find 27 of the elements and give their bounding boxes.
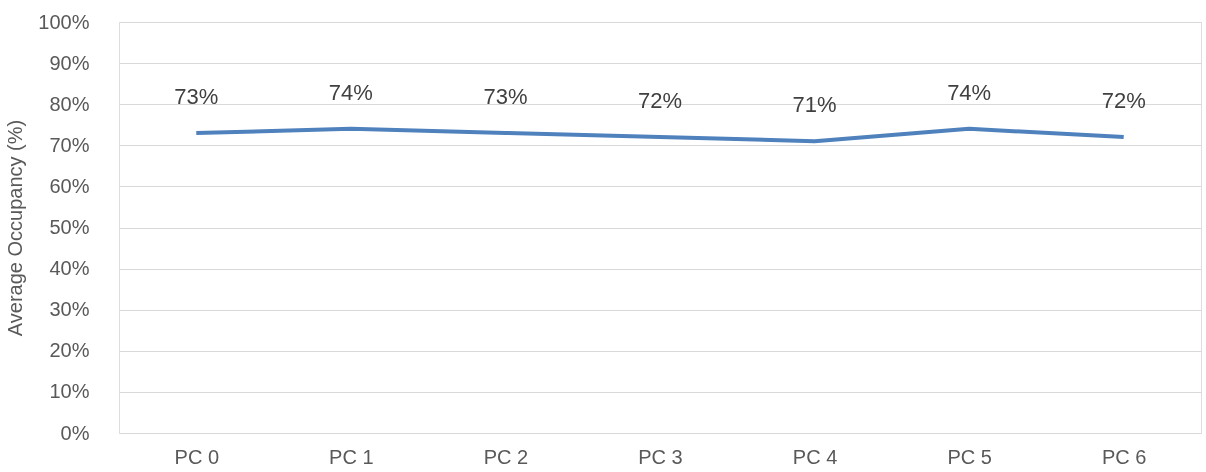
x-tick-label: PC 5 xyxy=(947,445,992,468)
y-tick-label: 80% xyxy=(49,92,90,115)
data-label: 73% xyxy=(483,83,528,109)
y-tick-label: 40% xyxy=(49,257,90,280)
data-label: 72% xyxy=(637,88,683,114)
x-tick-label: PC 2 xyxy=(483,445,529,468)
x-tick-label: PC 0 xyxy=(174,445,220,468)
data-label: 71% xyxy=(792,92,837,118)
y-tick-label: 10% xyxy=(49,380,90,403)
y-tick-label: 0% xyxy=(60,421,90,444)
y-tick-label: 70% xyxy=(49,133,90,156)
x-tick-label: PC 6 xyxy=(1101,445,1147,468)
x-tick-label: PC 1 xyxy=(329,445,374,468)
y-tick-label: 90% xyxy=(49,51,90,74)
y-tick-label: 50% xyxy=(49,216,90,238)
y-tick-label: 60% xyxy=(49,174,90,197)
data-label: 74% xyxy=(947,79,992,105)
y-tick-label: 30% xyxy=(49,298,90,321)
y-tick-label: 20% xyxy=(49,339,90,362)
y-tick-label: 100% xyxy=(38,10,90,33)
y-axis-title: Average Occupancy (%) xyxy=(4,119,27,337)
data-label: 74% xyxy=(328,79,373,105)
x-tick-label: PC 3 xyxy=(638,445,683,468)
data-label: 73% xyxy=(174,83,219,109)
x-tick-label: PC 4 xyxy=(792,445,838,468)
line-series xyxy=(194,126,1126,144)
data-label: 72% xyxy=(1101,88,1146,114)
